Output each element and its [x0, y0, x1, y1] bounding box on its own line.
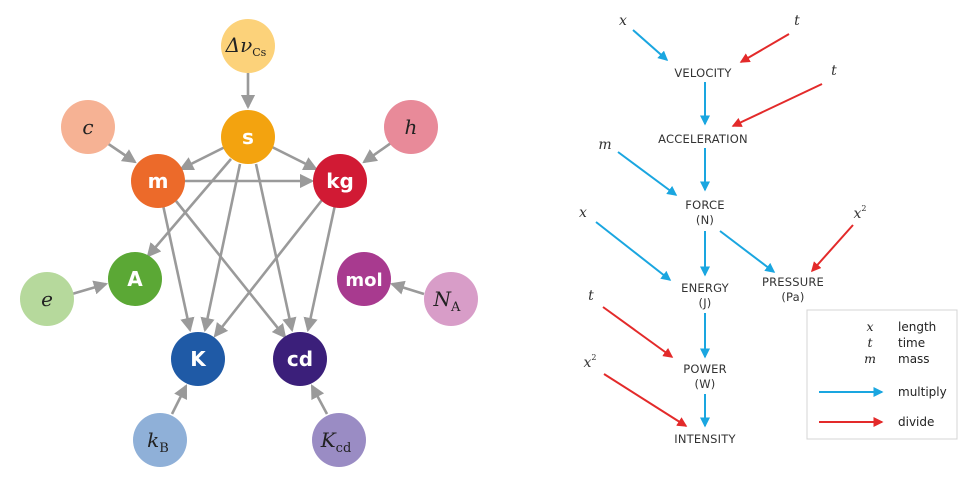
arrow-s-K: [200, 163, 242, 333]
arrow-h-kg: [362, 141, 392, 164]
si-diagram: ΔνCs c h e NA kB: [20, 19, 478, 467]
arrow-s-m: [179, 145, 226, 171]
arrow-NA-mol: [389, 280, 425, 296]
arrow-s-A: [146, 158, 232, 258]
const-h: h: [384, 100, 438, 154]
const-NA: NA: [424, 272, 478, 326]
arrow-x-energy: [595, 221, 672, 281]
const-e: e: [20, 272, 74, 326]
flow-diagram: VELOCITY ACCELERATION FORCE (N) ENERGY (…: [579, 13, 958, 446]
const-c: c: [61, 100, 115, 154]
legend-divide-label: divide: [898, 415, 934, 429]
unit-kg: kg: [313, 154, 367, 208]
flow-multiply-arrows: [595, 29, 776, 428]
legend-sym-t: t: [867, 335, 873, 350]
quantity-force: FORCE: [685, 198, 724, 212]
arrow-t-acceleration: [731, 83, 823, 127]
unit-cd: cd: [273, 332, 327, 386]
svg-text:s: s: [242, 125, 254, 149]
legend: x length t time m mass multiply divide: [806, 309, 958, 440]
arrow-e-A: [71, 280, 109, 296]
svg-text:h: h: [405, 115, 418, 139]
input-t-power: t: [588, 288, 594, 304]
svg-text:cd: cd: [287, 347, 313, 371]
svg-text:kg: kg: [326, 169, 354, 193]
arrow-kB-K: [170, 384, 188, 415]
input-x-velocity: x: [619, 13, 627, 29]
unit-mol: mol: [337, 252, 391, 306]
svg-text:A: A: [127, 267, 143, 291]
arrow-m-K: [161, 204, 195, 333]
const-kB: kB: [133, 413, 187, 467]
svg-text:c: c: [82, 115, 93, 139]
svg-text:ΔνCs: ΔνCs: [225, 33, 267, 59]
quantity-acceleration: ACCELERATION: [658, 132, 748, 146]
quantity-pressure-unit: (Pa): [781, 290, 804, 304]
arrow-s-cd: [254, 163, 297, 333]
legend-sym-x: x: [866, 319, 873, 334]
arrow-c-m: [106, 141, 137, 164]
input-m-force: m: [598, 137, 611, 153]
arrow-t-power: [602, 306, 674, 358]
svg-text:e: e: [41, 287, 53, 311]
svg-text:m: m: [148, 169, 169, 193]
arrow-t-velocity: [739, 33, 790, 63]
svg-text:kB: kB: [147, 428, 169, 456]
unit-A: A: [108, 252, 162, 306]
quantity-energy: ENERGY: [681, 281, 729, 295]
legend-sym-m: m: [864, 351, 876, 366]
input-t-acceleration: t: [831, 63, 837, 79]
input-xsq-intensity: x2: [584, 353, 597, 371]
svg-text:NA: NA: [433, 287, 462, 315]
svg-text:Kcd: Kcd: [320, 428, 352, 456]
quantity-power-unit: (W): [695, 377, 716, 391]
const-Kcd: Kcd: [312, 413, 366, 467]
arrow-m-force: [617, 151, 678, 196]
const-dnu: ΔνCs: [221, 19, 275, 73]
arrow-xsq-pressure: [811, 224, 854, 273]
arrow-kg-cd: [303, 204, 337, 333]
arrow-kg-K: [213, 199, 324, 338]
svg-text:mol: mol: [345, 270, 382, 291]
quantity-velocity: VELOCITY: [674, 66, 732, 80]
input-t-velocity: t: [794, 13, 800, 29]
arrow-m-cd: [174, 200, 287, 339]
input-x-energy: x: [579, 205, 587, 221]
legend-multiply-label: multiply: [898, 385, 947, 399]
arrow-Kcd-cd: [310, 384, 329, 415]
unit-K: K: [171, 332, 225, 386]
quantity-power: POWER: [683, 362, 727, 376]
arrow-x-velocity: [632, 29, 669, 61]
svg-text:K: K: [190, 347, 207, 371]
arrow-s-kg: [271, 145, 318, 171]
arrow-xsq-intensity: [603, 373, 688, 427]
arrow-force-pressure: [719, 230, 776, 273]
input-xsq-pressure: x2: [854, 204, 867, 222]
quantity-intensity: INTENSITY: [674, 432, 736, 446]
legend-meaning-time: time: [898, 336, 925, 350]
unit-s: s: [221, 110, 275, 164]
flow-divide-arrows: [602, 33, 854, 427]
legend-meaning-mass: mass: [898, 352, 930, 366]
quantity-energy-unit: (J): [699, 296, 712, 310]
quantity-pressure: PRESSURE: [762, 275, 824, 289]
quantity-force-unit: (N): [696, 213, 714, 227]
legend-meaning-length: length: [898, 320, 936, 334]
si-arrows: [71, 73, 425, 415]
unit-m: m: [131, 154, 185, 208]
